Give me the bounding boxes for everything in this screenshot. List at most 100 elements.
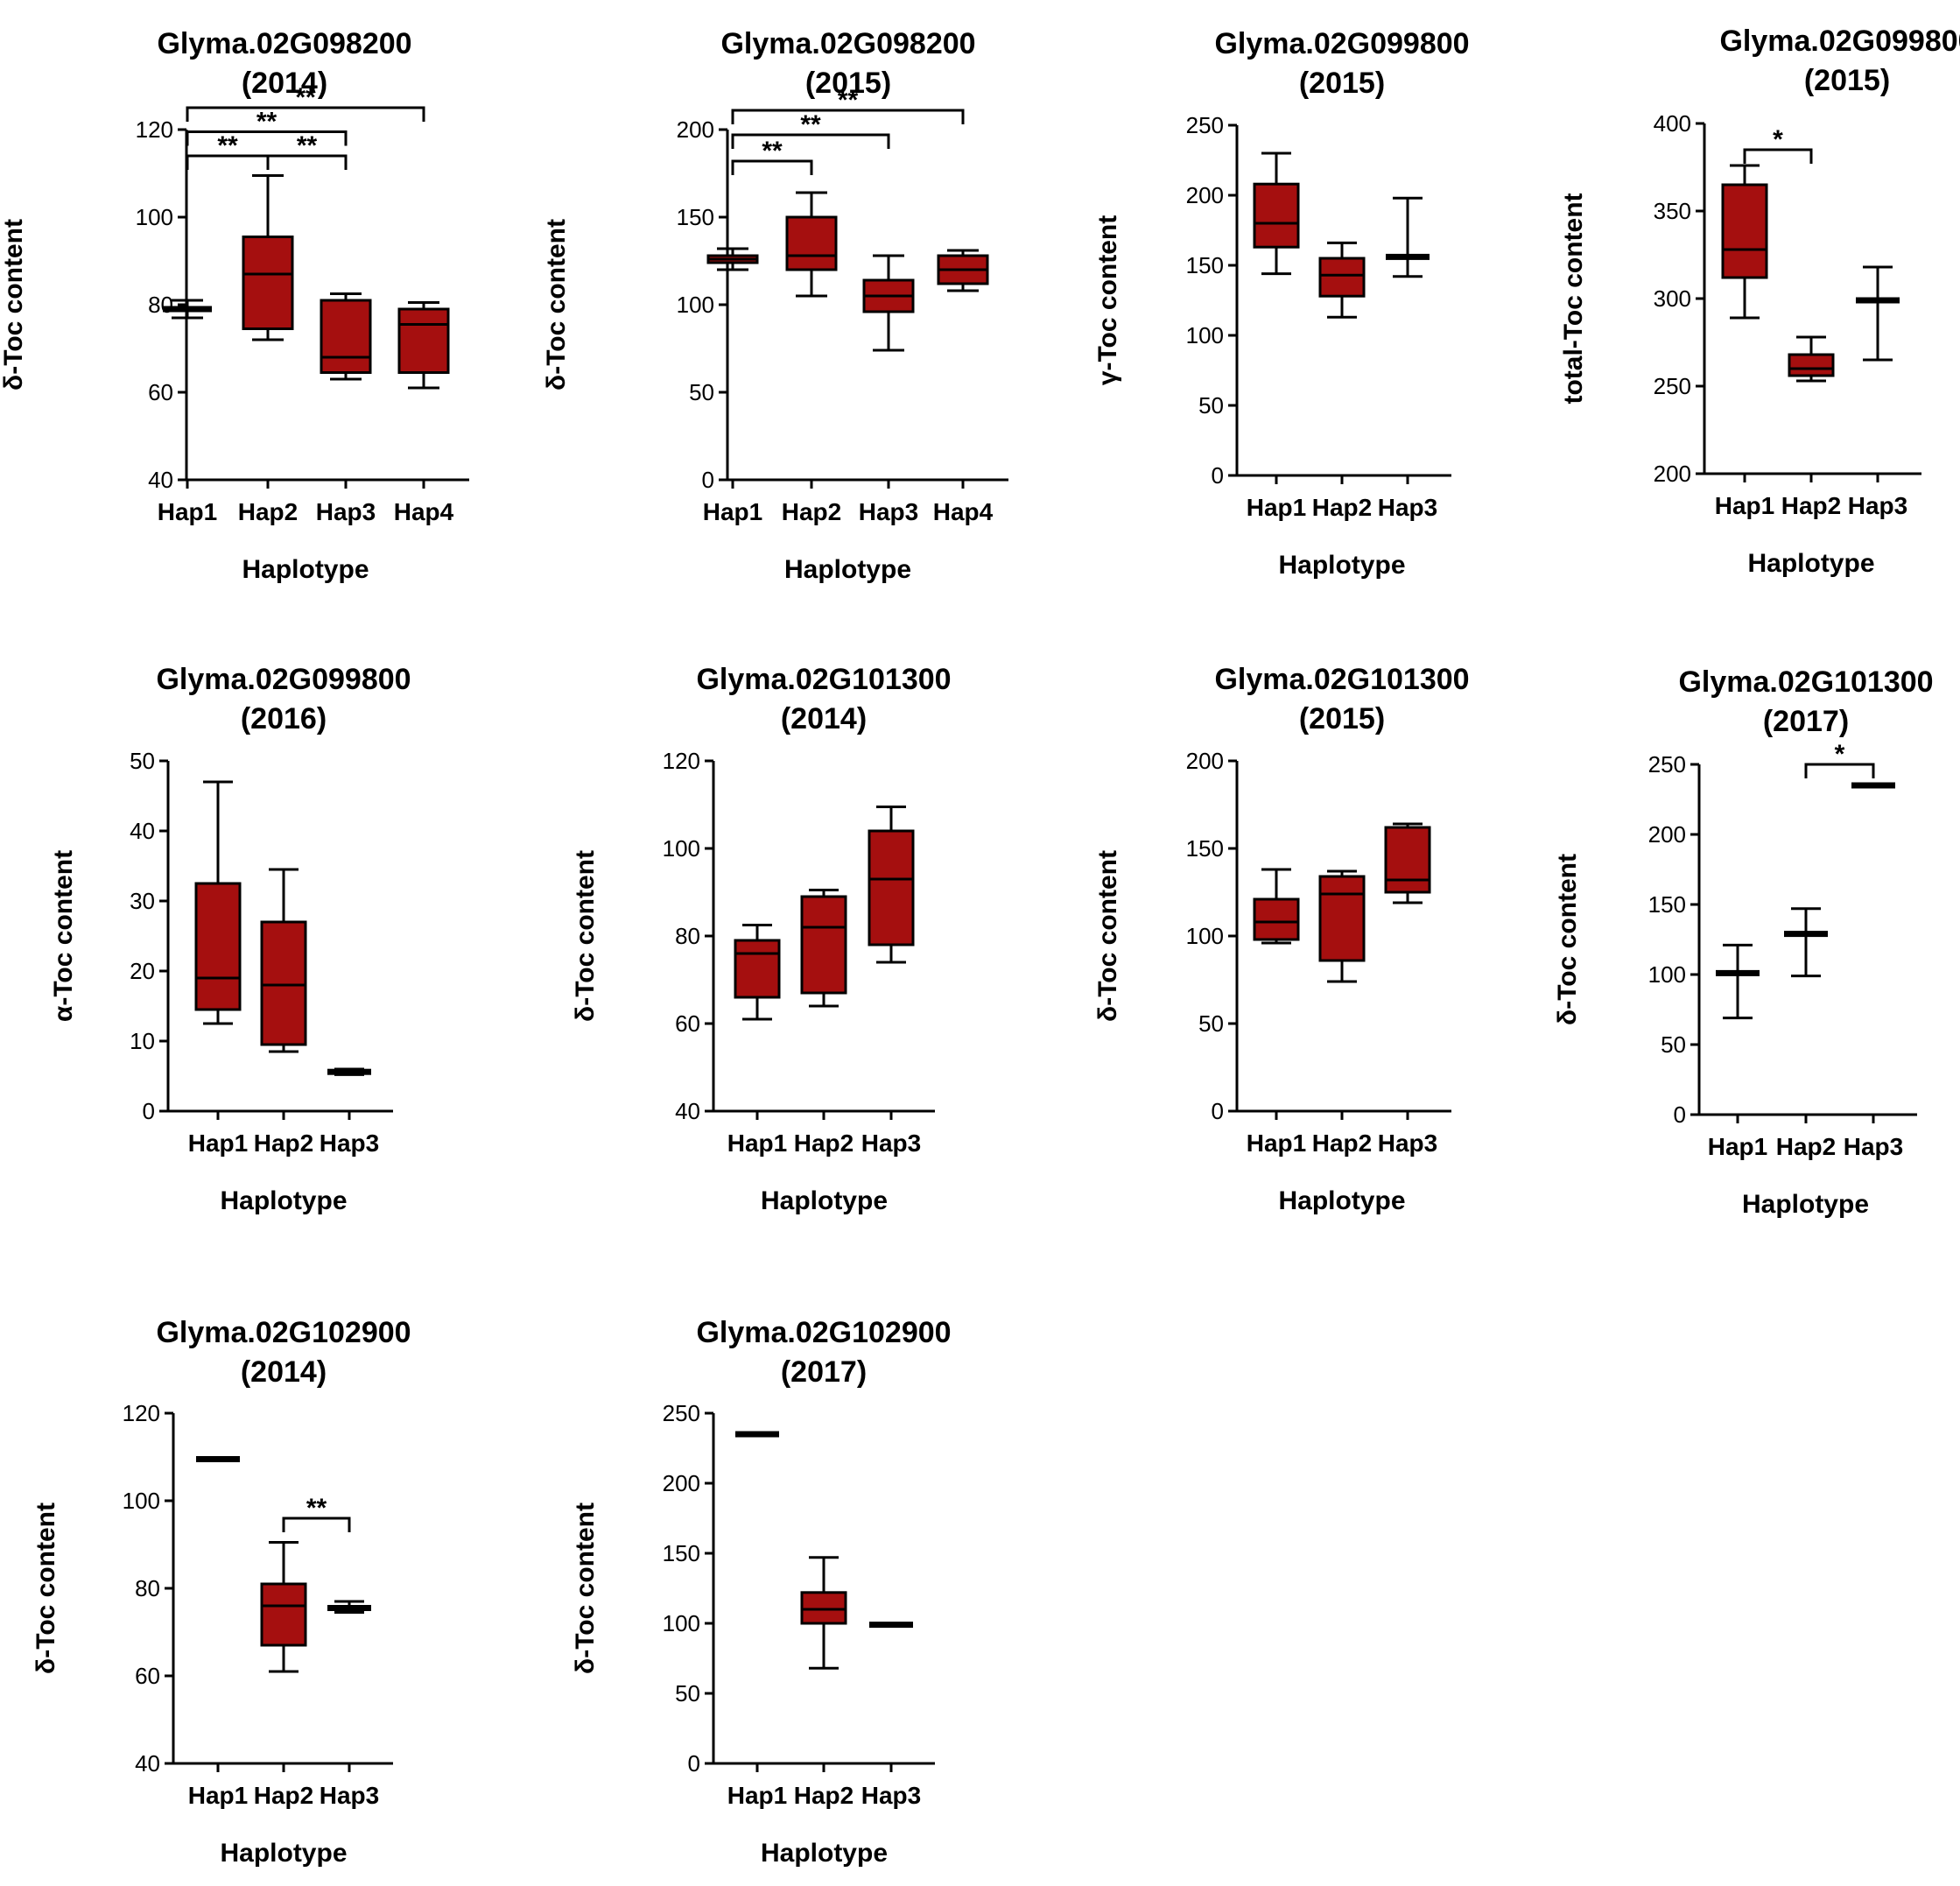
y-tick-label: 150 [677, 204, 714, 230]
box-hap3 [1386, 196, 1430, 278]
panel-title: Glyma.02G101300 [696, 663, 951, 696]
significance-label: ** [306, 1494, 327, 1523]
box-hap2 [1788, 335, 1835, 383]
box-hap4 [397, 301, 450, 390]
y-tick-label: 120 [136, 116, 173, 143]
y-tick-label: 60 [148, 379, 173, 405]
box-hap1 [734, 924, 781, 1021]
box-iqr [260, 920, 307, 1046]
boxplot-panel-3: Glyma.02G099800 (2015) 0 50 100 150 200 250 γ-To… [1093, 27, 1470, 580]
box-iqr [1253, 182, 1300, 249]
y-tick-label: 40 [148, 467, 173, 493]
y-tick-label: 0 [702, 467, 714, 493]
y-tick-label: 0 [1674, 1101, 1686, 1128]
y-axis-label: δ-Toc content [1093, 850, 1122, 1022]
x-axis-label: Haplotype [1278, 1186, 1405, 1215]
y-tick-label: 100 [1186, 322, 1224, 348]
significance-label: ** [256, 108, 277, 137]
y-axis-label: γ-Toc content [1093, 215, 1122, 385]
x-axis-label: Haplotype [242, 555, 369, 584]
y-tick-label: 0 [1212, 462, 1224, 489]
boxplot-panel-1: Glyma.02G098200 (2014) 40 60 80 100 120 δ-Toc c… [0, 27, 469, 584]
y-tick-label: 250 [1648, 751, 1686, 778]
significance-label: ** [297, 131, 318, 160]
x-tick-label: Hap2 [238, 498, 298, 525]
median-line [196, 1456, 240, 1462]
box-hap2 [800, 889, 847, 1008]
y-tick-label: 10 [130, 1028, 155, 1054]
median-line [869, 1622, 913, 1629]
x-tick-label: Hap3 [316, 498, 376, 525]
significance-bracket: * [1743, 125, 1813, 164]
y-tick-label: 100 [1186, 923, 1224, 949]
y-tick-label: 80 [148, 292, 173, 318]
y-tick-label: 100 [677, 292, 714, 318]
x-axis-label: Haplotype [761, 1839, 888, 1868]
box-hap2 [800, 1556, 847, 1670]
box-hap3 [1856, 265, 1900, 362]
y-tick-label: 0 [1212, 1098, 1224, 1124]
y-tick-label: 80 [135, 1575, 160, 1601]
box-hap3 [1384, 822, 1431, 904]
significance-bracket: ** [731, 86, 965, 124]
box-hap3 [868, 806, 915, 964]
x-tick-label: Hap2 [254, 1129, 313, 1157]
x-tick-label: Hap2 [782, 498, 841, 525]
median-line [327, 1605, 371, 1611]
x-tick-label: Hap2 [1776, 1133, 1836, 1160]
box-hap3 [327, 1067, 371, 1076]
x-tick-label: Hap1 [188, 1782, 248, 1809]
median-line [163, 306, 212, 313]
y-tick-label: 80 [675, 923, 700, 949]
panel-title: Glyma.02G102900 [156, 1316, 411, 1349]
box-hap3 [1851, 782, 1895, 789]
panel-subtitle: (2015) [1299, 67, 1385, 100]
panel-title: Glyma.02G101300 [1214, 663, 1469, 696]
boxplot-panel-5: Glyma.02G099800 (2016) 0 10 20 30 40 50 α-Toc co… [49, 663, 411, 1215]
y-tick-label: 100 [136, 204, 173, 230]
y-tick-label: 120 [663, 748, 700, 774]
x-tick-label: Hap2 [794, 1782, 854, 1809]
x-tick-label: Hap1 [727, 1782, 787, 1809]
x-tick-label: Hap1 [727, 1129, 787, 1157]
y-axis-label: δ-Toc content [571, 1502, 600, 1674]
median-line [1716, 969, 1760, 976]
box-iqr [242, 236, 294, 330]
boxplot-panel-4: Glyma.02G099800 (2015) 200 250 300 350 400 tota… [1559, 25, 1960, 578]
x-axis-label: Haplotype [784, 555, 911, 584]
y-tick-label: 30 [130, 888, 155, 914]
x-tick-label: Hap2 [1312, 1129, 1372, 1157]
x-axis-label: Haplotype [220, 1186, 347, 1215]
y-tick-label: 150 [663, 1540, 700, 1566]
x-tick-label: Hap3 [1378, 494, 1437, 521]
y-tick-label: 200 [1654, 461, 1691, 487]
panel-title: Glyma.02G099800 [1719, 25, 1960, 58]
bracket-line [731, 159, 813, 175]
x-tick-label: Hap3 [1844, 1133, 1903, 1160]
panel-title: Glyma.02G098200 [720, 27, 975, 60]
panel-title: Glyma.02G099800 [1214, 27, 1469, 60]
y-axis-label: δ-Toc content [542, 219, 571, 391]
boxplot-panel-2: Glyma.02G098200 (2015) 0 50 100 150 200 δ-Toc c… [542, 27, 1008, 584]
bracket-line [1804, 763, 1875, 778]
x-axis-label: Haplotype [1278, 551, 1405, 580]
y-axis-label: α-Toc content [49, 850, 78, 1022]
y-tick-label: 250 [1654, 373, 1691, 399]
box-iqr [1788, 353, 1835, 377]
panel-subtitle: (2015) [1804, 64, 1890, 97]
y-tick-label: 400 [1654, 110, 1691, 137]
panel-subtitle: (2014) [241, 1355, 327, 1389]
box-hap2 [1784, 907, 1828, 978]
box-hap3 [862, 254, 915, 352]
panel-subtitle: (2014) [781, 702, 867, 735]
significance-label: ** [800, 110, 821, 139]
y-tick-label: 150 [1648, 891, 1686, 918]
y-tick-label: 0 [688, 1750, 700, 1777]
box-hap1 [1253, 868, 1300, 945]
y-tick-label: 200 [677, 116, 714, 143]
box-hap1 [1253, 151, 1300, 276]
x-tick-label: Hap3 [320, 1782, 379, 1809]
x-tick-label: Hap1 [1708, 1133, 1767, 1160]
x-tick-label: Hap4 [933, 498, 994, 525]
